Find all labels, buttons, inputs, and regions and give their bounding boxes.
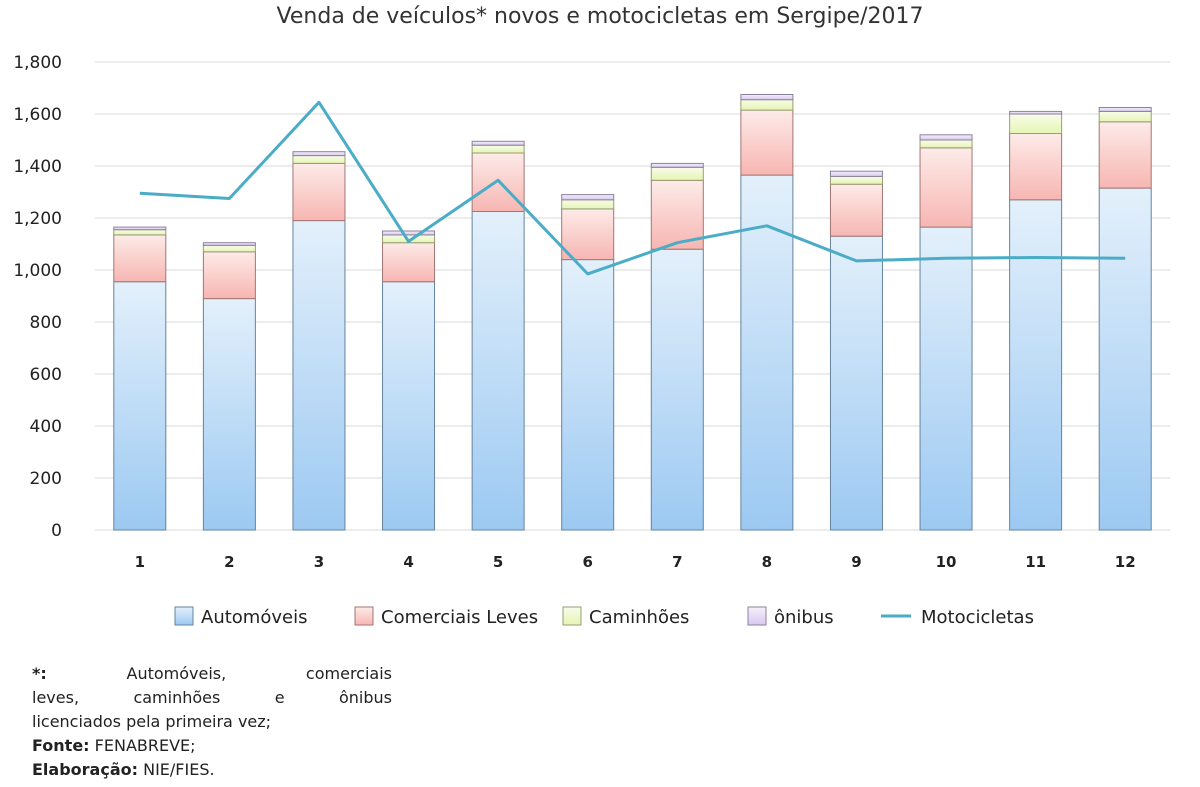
bar-automoveis-1 xyxy=(113,281,167,531)
footnote-source: Fonte: FENABREVE; xyxy=(32,734,392,758)
x-tick-label: 8 xyxy=(762,553,772,571)
footnote-line-1: *: Automóveis, comerciais xyxy=(32,662,392,686)
bar-comerciais-leves-9 xyxy=(829,183,883,237)
y-tick-label: 1,200 xyxy=(13,209,62,229)
x-tick-label: 2 xyxy=(224,553,234,571)
bar-automoveis-2 xyxy=(202,298,256,531)
footnote-elaboration: Elaboração: NIE/FIES. xyxy=(32,758,392,782)
x-tick-label: 9 xyxy=(851,553,861,571)
y-tick-label: 0 xyxy=(51,521,62,541)
y-tick-label: 1,000 xyxy=(13,261,62,281)
bar-onibus-9 xyxy=(829,170,883,177)
bar-caminhoes-2 xyxy=(202,244,256,253)
legend-label-onibus: ônibus xyxy=(774,607,834,628)
y-tick-label: 1,800 xyxy=(13,53,62,73)
bar-caminhoes-6 xyxy=(561,199,615,210)
bar-comerciais-leves-11 xyxy=(1009,133,1063,201)
legend-label-caminhoes: Caminhões xyxy=(589,607,689,628)
bar-automoveis-8 xyxy=(740,174,794,531)
x-tick-label: 7 xyxy=(672,553,682,571)
footnote-text-1: Automóveis, comerciais xyxy=(126,664,393,683)
legend-swatch-automoveis xyxy=(174,606,194,626)
bar-automoveis-4 xyxy=(382,281,436,531)
bar-onibus-8 xyxy=(740,94,794,101)
bar-automoveis-12 xyxy=(1098,187,1152,531)
footnote-line-2: leves, caminhões e ônibus xyxy=(32,688,392,707)
legend-label-comerciais-leves: Comerciais Leves xyxy=(381,607,538,628)
x-tick-label: 11 xyxy=(1025,553,1046,571)
bar-comerciais-leves-12 xyxy=(1098,121,1152,189)
bar-onibus-2 xyxy=(202,242,256,246)
bar-automoveis-11 xyxy=(1009,199,1063,531)
bar-comerciais-leves-3 xyxy=(292,162,346,222)
grid-lines xyxy=(95,61,1170,531)
bar-onibus-5 xyxy=(471,140,525,146)
x-tick-label: 3 xyxy=(314,553,324,571)
bar-automoveis-10 xyxy=(919,226,973,531)
legend-swatch-comerciais-leves xyxy=(354,606,374,626)
bar-comerciais-leves-6 xyxy=(561,208,615,261)
x-axis-ticks: 1 2 3 4 5 6 7 8 9 10 11 12 xyxy=(135,553,1136,571)
legend-label-motocicletas: Motocicletas xyxy=(921,607,1034,628)
chart-title: Venda de veículos* novos e motocicletas … xyxy=(276,4,924,29)
x-tick-label: 10 xyxy=(936,553,957,571)
bar-onibus-6 xyxy=(561,194,615,201)
bar-comerciais-leves-8 xyxy=(740,109,794,176)
bar-onibus-3 xyxy=(292,151,346,157)
source-value: FENABREVE; xyxy=(94,736,196,755)
footnote-marker: *: xyxy=(32,664,47,683)
bar-onibus-4 xyxy=(382,230,436,236)
source-label: Fonte: xyxy=(32,736,90,755)
x-tick-label: 4 xyxy=(403,553,413,571)
bar-caminhoes-10 xyxy=(919,139,973,149)
stacked-bar-line-chart: 0 200 400 600 800 1,000 1,200 1,400 1,600 1,800 1… xyxy=(13,53,1170,628)
x-tick-label: 12 xyxy=(1115,553,1136,571)
legend: Automóveis Comerciais Leves Caminhões ônibu… xyxy=(174,606,1034,628)
bar-caminhoes-11 xyxy=(1009,113,1063,134)
bar-automoveis-9 xyxy=(829,235,883,531)
bar-caminhoes-9 xyxy=(829,175,883,185)
legend-label-automoveis: Automóveis xyxy=(201,607,307,628)
bar-caminhoes-1 xyxy=(113,229,167,236)
x-tick-label: 1 xyxy=(135,553,145,571)
bar-automoveis-7 xyxy=(650,248,704,531)
y-tick-label: 800 xyxy=(30,313,62,333)
bar-onibus-11 xyxy=(1009,110,1063,115)
bar-caminhoes-7 xyxy=(650,166,704,181)
elaboration-value: NIE/FIES. xyxy=(143,760,215,779)
bar-comerciais-leves-2 xyxy=(202,251,256,300)
y-tick-label: 400 xyxy=(30,417,62,437)
y-tick-label: 1,600 xyxy=(13,105,62,125)
footnote-line-3: licenciados pela primeira vez; xyxy=(32,712,272,731)
bar-comerciais-leves-4 xyxy=(382,242,436,283)
bar-comerciais-leves-10 xyxy=(919,147,973,228)
legend-swatch-caminhoes xyxy=(562,606,582,626)
legend-swatch-onibus xyxy=(747,606,767,626)
bar-caminhoes-5 xyxy=(471,144,525,154)
bar-onibus-12 xyxy=(1098,107,1152,112)
bar-caminhoes-3 xyxy=(292,155,346,164)
bar-onibus-7 xyxy=(650,162,704,168)
footnote: *: Automóveis, comerciais leves, caminhõ… xyxy=(32,662,392,782)
motocicletas-line xyxy=(139,100,1126,276)
x-tick-label: 6 xyxy=(582,553,592,571)
bar-onibus-10 xyxy=(919,134,973,141)
bar-caminhoes-8 xyxy=(740,99,794,111)
y-tick-label: 200 xyxy=(30,469,62,489)
bar-automoveis-6 xyxy=(561,259,615,531)
bar-automoveis-5 xyxy=(471,211,525,531)
y-tick-label: 600 xyxy=(30,365,62,385)
x-tick-label: 5 xyxy=(493,553,503,571)
y-tick-label: 1,400 xyxy=(13,157,62,177)
y-axis-ticks: 0 200 400 600 800 1,000 1,200 1,400 1,600 1,800 xyxy=(13,53,62,541)
bar-automoveis-3 xyxy=(292,220,346,531)
bars xyxy=(113,94,1152,531)
bar-caminhoes-12 xyxy=(1098,110,1152,123)
elaboration-label: Elaboração: xyxy=(32,760,139,779)
bar-comerciais-leves-1 xyxy=(113,234,167,283)
bar-onibus-1 xyxy=(113,226,167,231)
line-motocicletas xyxy=(139,100,1126,276)
